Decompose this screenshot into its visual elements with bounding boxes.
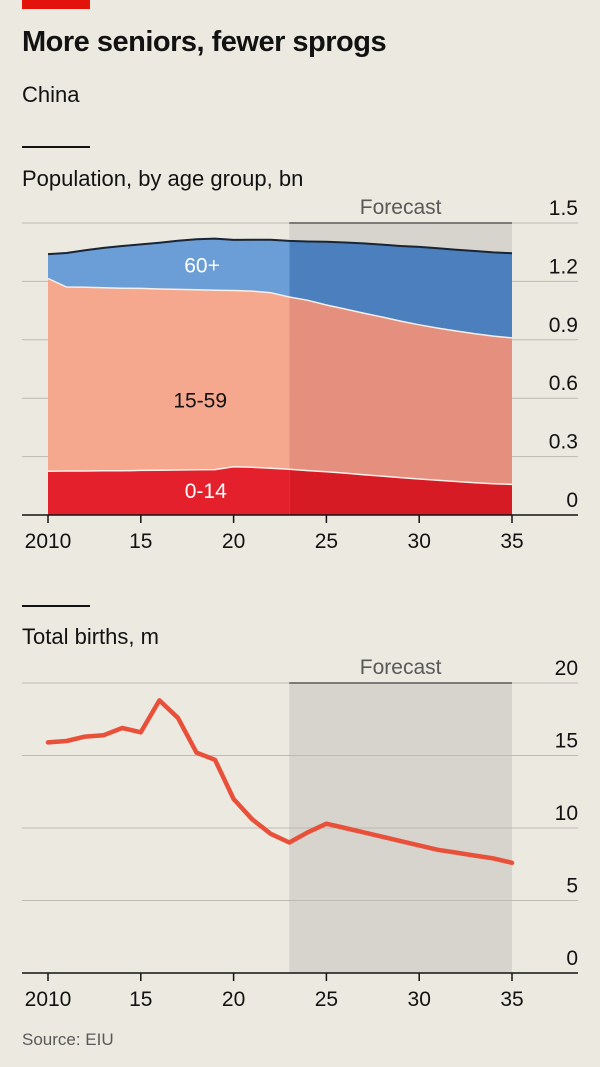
chart2-forecast-label: Forecast [360,656,442,679]
chart1-y-tick-label: 0.3 [549,431,578,454]
chart1-y-tick-label: 0 [566,489,578,512]
series-label-15-59: 15-59 [173,390,227,413]
area-15-59-history [48,278,290,472]
chart1-x-tick-label: 20 [222,530,245,553]
series-label-60-plus: 60+ [184,254,220,277]
chart1-x-tick-label: 2010 [25,530,72,553]
population-area-chart: Forecast 0 0.3 0.6 0.9 1.2 1.5 0-14 15-59 60+ 2010… [22,196,578,553]
births-line [45,698,515,866]
chart2-title-rule [22,605,90,607]
brand-bar [22,0,90,9]
area-15-59-forecast [289,296,512,485]
chart1-title-rule [22,146,90,148]
series-boundary-line [47,277,513,339]
chart2-x-tick-label: 20 [222,988,245,1011]
chart2-y-tick-label: 5 [566,875,578,898]
area-0-14-history [48,466,290,515]
chart2-y-tick-label: 15 [555,730,578,753]
chart1-title: Population, by age group, bn [22,166,304,191]
births-line-chart: Forecast 0 5 10 15 20 2010 15 20 25 30 35 [22,656,578,1011]
chart2-x-tick-label: 2010 [25,988,72,1011]
chart2-x-tick-label: 15 [129,988,152,1011]
total-population-line [47,237,513,256]
area-0-14-forecast [289,469,512,515]
chart2-y-tick-label: 10 [555,802,578,825]
source-note: Source: EIU [22,1030,114,1049]
chart1-y-tick-label: 1.5 [549,197,578,220]
area-60-plus-history [48,238,290,297]
chart2-x-tick-label: 25 [315,988,338,1011]
series-label-0-14: 0-14 [185,480,227,503]
area-60-plus-forecast [289,240,512,338]
chart1-x-tick-label: 35 [500,530,523,553]
chart1-y-tick-label: 0.6 [549,372,578,395]
chart1-forecast-label: Forecast [360,196,442,219]
chart1-x-tick-label: 30 [408,530,431,553]
chart1-y-tick-label: 0.9 [549,314,578,337]
chart1-x-tick-label: 25 [315,530,338,553]
page-title: More seniors, fewer sprogs [22,26,387,58]
chart2-x-tick-label: 35 [500,988,523,1011]
chart2-title: Total births, m [22,624,159,649]
series-boundary-line [47,465,513,486]
chart2-y-tick-label: 20 [555,657,578,680]
chart2-x-tick-label: 30 [408,988,431,1011]
page-subtitle: China [22,82,80,107]
chart1-x-tick-label: 15 [129,530,152,553]
chart1-y-tick-label: 1.2 [549,255,578,278]
chart2-y-tick-label: 0 [566,947,578,970]
